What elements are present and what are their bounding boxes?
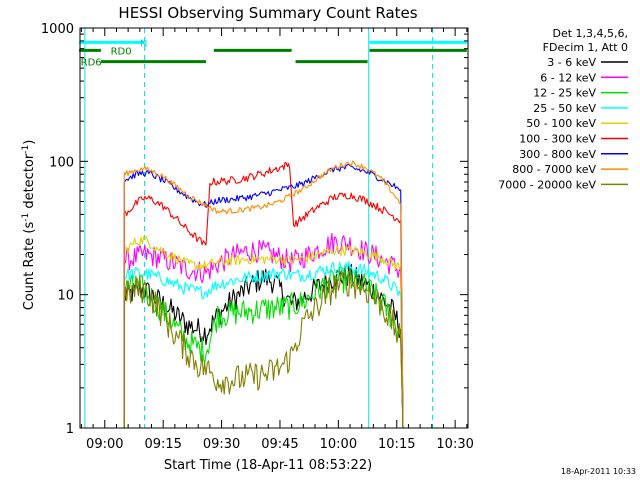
y-axis-label-base: Count Rate (s [22,222,37,311]
plot-frame [79,27,469,429]
legend-label: 3 - 6 keV [547,56,596,69]
legend: Det 1,3,4,5,6, FDecim 1, Att 0 3 - 6 keV… [498,27,628,191]
night-day-boundaries [84,28,434,428]
legend-items: 3 - 6 keV 6 - 12 keV 12 - 25 keV 25 - 50 ke… [498,56,628,191]
x-tick-label: 10:30 [436,437,473,452]
y-tick-label: 10 [57,289,74,304]
chart-title: HESSI Observing Summary Count Rates [118,4,417,22]
y-axis-label-end: ) [22,140,37,145]
x-tick-label: 10:00 [320,437,357,452]
legend-label: 100 - 300 keV [519,133,596,146]
legend-label: 12 - 25 keV [533,87,596,100]
series-line-300-800-kev [123,163,404,429]
legend-header-line-1: Det 1,3,4,5,6, [552,27,628,40]
y-axis-label: Count Rate (s-1 detector-1) [21,140,37,311]
y-axis-label-mid: detector [22,153,37,213]
series-line-25-50-kev [123,260,404,429]
legend-label: 50 - 100 keV [526,117,596,130]
date-stamp: 18-Apr-2011 10:33 [561,467,636,476]
y-tick-label: 1 [66,422,74,437]
x-axis-ticks: 09:00 09:15 09:30 09:45 10:00 10:15 10:30 [80,28,474,452]
legend-label: 25 - 50 keV [533,102,596,115]
series-line-800-7000-kev [123,160,404,429]
x-tick-label: 10:15 [378,437,415,452]
legend-label: 800 - 7000 keV [512,163,596,176]
x-tick-label: 09:15 [144,437,181,452]
legend-label: 300 - 800 keV [519,148,596,161]
x-axis-label: Start Time (18-Apr-11 08:53:22) [164,458,372,473]
attenuator-state-bars: N RD0 RD6 [79,38,467,69]
series-line-100-300-kev [123,161,404,429]
x-tick-label: 09:45 [261,437,298,452]
x-tick-label: 09:30 [203,437,240,452]
label-rd0: RD0 [111,46,132,57]
y-axis-label-sup2: -1 [21,145,31,154]
legend-header-line-2: FDecim 1, Att 0 [543,41,628,54]
series-line-7000-20000-kev [123,270,404,429]
y-tick-label: 1000 [41,22,74,37]
label-rd6: RD6 [81,58,102,69]
x-tick-label: 09:00 [86,437,123,452]
series-layer [123,160,404,429]
y-tick-label: 100 [49,155,74,170]
y-axis-ticks: 1 10 100 1000 [41,22,468,437]
y-axis-label-sup1: -1 [21,213,31,222]
legend-label: 6 - 12 keV [540,71,596,84]
legend-label: 7000 - 20000 keV [498,178,596,191]
label-n: N [140,38,147,49]
series-line-50-100-kev [123,235,404,429]
